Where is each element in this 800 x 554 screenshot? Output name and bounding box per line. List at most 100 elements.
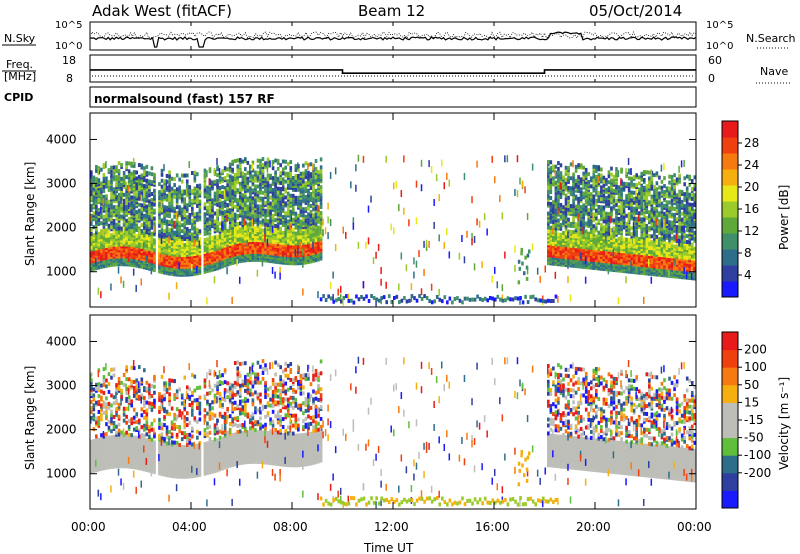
power-cell xyxy=(549,299,553,304)
power-cell xyxy=(281,167,285,172)
power-cell xyxy=(615,202,618,207)
power-cell xyxy=(92,191,96,196)
power-cell xyxy=(261,174,265,179)
power-cell xyxy=(289,166,293,171)
power-cell xyxy=(203,230,207,235)
power-cell xyxy=(264,177,267,182)
power-cell xyxy=(466,230,468,238)
power-cell xyxy=(582,219,585,224)
power-cell xyxy=(150,197,154,202)
power-cell xyxy=(160,172,164,177)
power-cell xyxy=(145,236,149,241)
power-cell xyxy=(284,227,288,232)
power-cell xyxy=(95,257,97,265)
power-cell xyxy=(595,234,598,239)
power-cell xyxy=(362,296,366,301)
power-cell xyxy=(403,207,405,215)
power-cell xyxy=(506,155,509,163)
power-cell xyxy=(307,220,310,225)
power-cell xyxy=(569,294,572,302)
power-cell xyxy=(163,228,166,233)
power-cell xyxy=(302,189,305,194)
power-cell xyxy=(564,165,568,170)
power-cell xyxy=(279,202,282,207)
power-cell xyxy=(438,234,440,242)
power-cell xyxy=(329,296,333,301)
power-cell xyxy=(605,177,608,182)
power-cell xyxy=(279,210,282,215)
power-cell xyxy=(312,207,315,212)
power-cell xyxy=(135,170,139,175)
power-cell xyxy=(312,213,315,218)
power-cell xyxy=(329,171,332,179)
power-cell xyxy=(499,297,502,302)
power-cell xyxy=(408,298,411,303)
power-cell xyxy=(168,188,171,193)
power-cell xyxy=(178,177,181,182)
power-cell xyxy=(110,233,113,238)
power-cell xyxy=(557,232,560,237)
power-cell xyxy=(319,210,323,215)
power-cell xyxy=(299,241,302,249)
power-cell xyxy=(567,275,569,283)
power-cell xyxy=(577,208,580,213)
power-cell xyxy=(302,248,304,256)
power-cell xyxy=(97,207,101,212)
power-cell xyxy=(415,217,418,225)
power-cell xyxy=(251,174,255,179)
power-cell xyxy=(125,192,128,197)
power-cell xyxy=(236,188,240,193)
power-cell xyxy=(102,177,106,182)
power-cell xyxy=(148,185,151,190)
power-cell xyxy=(145,255,148,263)
power-cell xyxy=(327,216,329,224)
power-cell xyxy=(304,198,308,203)
power-cell xyxy=(264,227,266,235)
power-cell xyxy=(597,191,601,196)
power-cell xyxy=(625,221,628,226)
power-cell xyxy=(251,210,255,215)
power-cell xyxy=(228,190,232,195)
power-cell xyxy=(564,231,568,236)
power-cell xyxy=(572,210,575,215)
power-cell xyxy=(526,267,529,275)
power-cell xyxy=(198,240,201,248)
power-cell xyxy=(562,215,565,220)
power-cell xyxy=(102,184,106,189)
power-cell xyxy=(627,227,631,232)
power-cell xyxy=(191,198,194,203)
power-cell xyxy=(279,171,282,176)
power-cell xyxy=(435,174,438,182)
power-cell xyxy=(471,297,474,302)
power-cell xyxy=(231,159,234,164)
noise-right-tick-low: 10^0 xyxy=(706,41,733,52)
power-cell xyxy=(602,183,606,188)
power-cell xyxy=(309,229,313,234)
power-cell xyxy=(178,205,181,210)
power-cell xyxy=(110,179,113,184)
power-cell xyxy=(600,185,603,190)
power-cell xyxy=(549,205,553,210)
power-cell xyxy=(597,199,601,204)
power-cell xyxy=(127,179,131,184)
power-cell xyxy=(130,195,133,200)
power-cell xyxy=(425,243,428,251)
power-cell xyxy=(380,267,382,275)
power-cell xyxy=(307,188,310,193)
power-cell xyxy=(294,195,298,200)
power-cell xyxy=(198,183,202,188)
power-cell xyxy=(196,184,199,189)
power-cell xyxy=(233,218,237,223)
power-cell xyxy=(612,218,616,223)
power-cell xyxy=(390,223,392,231)
cpid-label: CPID xyxy=(4,91,33,104)
power-cell xyxy=(191,188,194,193)
power-cell xyxy=(602,219,606,224)
power-cell xyxy=(473,235,476,243)
power-cell xyxy=(577,226,580,231)
power-cell xyxy=(299,205,303,210)
power-cell xyxy=(620,227,623,232)
power-cell xyxy=(312,187,315,192)
power-cell xyxy=(440,159,443,167)
power-cell xyxy=(105,234,108,239)
